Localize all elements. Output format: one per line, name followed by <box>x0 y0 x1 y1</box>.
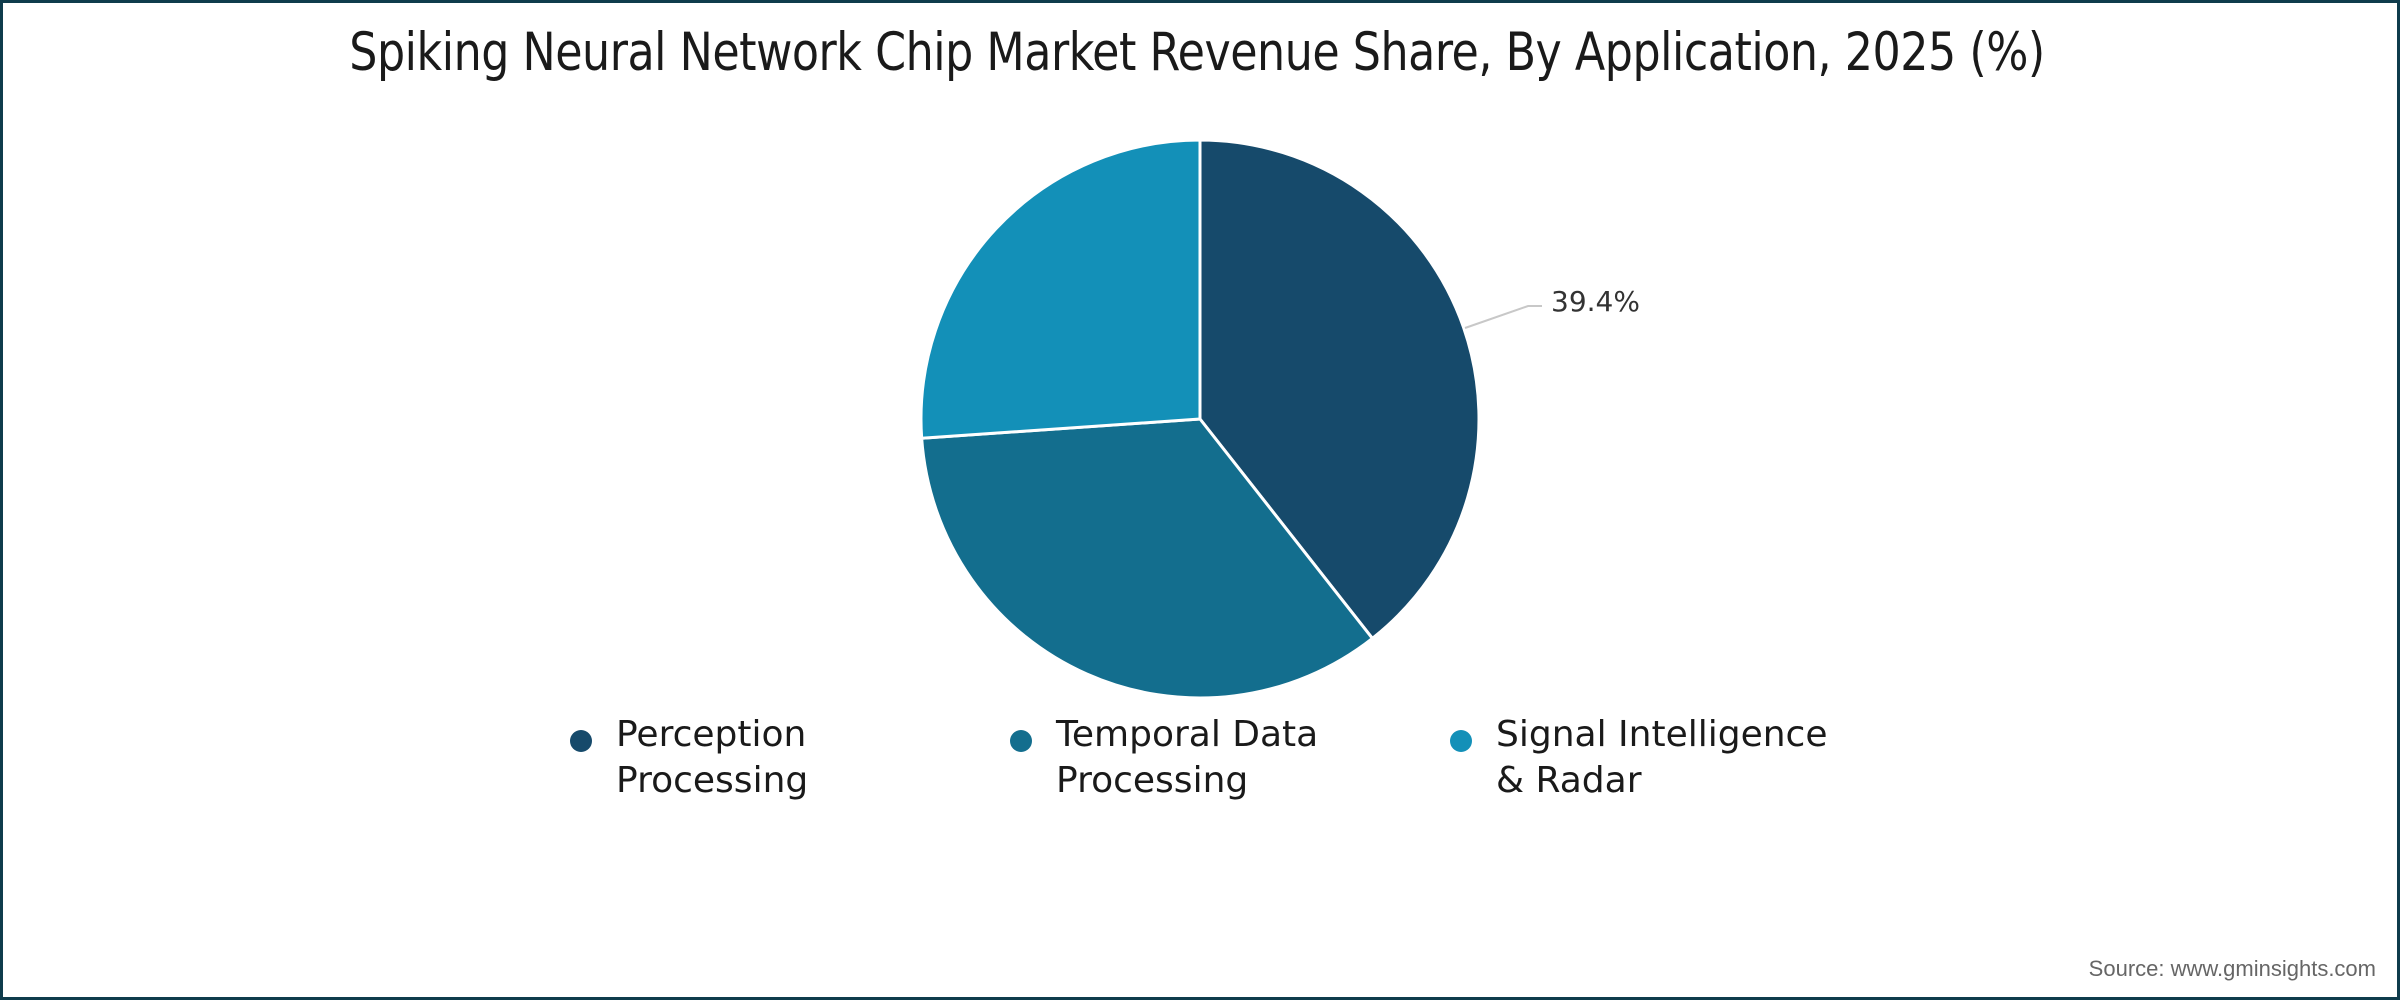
pie-slice-temporal <box>920 417 1374 700</box>
legend-label: Perception Processing <box>616 714 809 801</box>
legend-marker-icon <box>570 730 592 752</box>
chart-title: Spiking Neural Network Chip Market Reven… <box>349 22 2045 83</box>
legend-marker-icon <box>1010 730 1032 752</box>
legend-item-signal: Signal Intelligence & Radar <box>1450 712 1836 804</box>
pie-slice-signal <box>919 138 1202 440</box>
legend-label: Temporal Data Processing <box>1056 714 1319 801</box>
source-note: Source: www.gminsights.com <box>2088 956 2376 981</box>
legend-marker-icon <box>1450 730 1472 752</box>
leader-line <box>1464 305 1542 329</box>
legend-item-perception: Perception Processing <box>570 712 946 804</box>
pie-slice-perception <box>1198 138 1481 640</box>
data-label-perception: 39.4% <box>1551 285 1640 318</box>
pie-slices <box>919 138 1481 700</box>
legend-label: Signal Intelligence & Radar <box>1496 714 1828 801</box>
legend-item-temporal: Temporal Data Processing <box>1010 712 1346 804</box>
